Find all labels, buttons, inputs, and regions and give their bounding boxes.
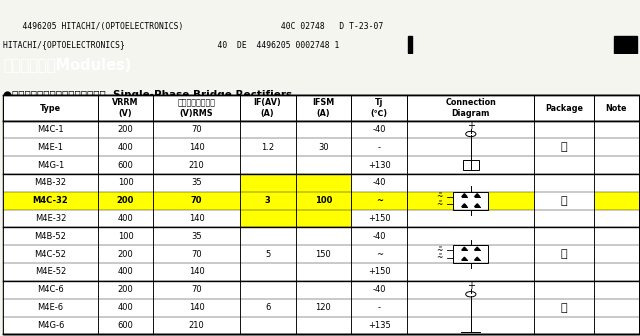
Text: M4C-1: M4C-1 (37, 125, 64, 134)
Text: +150: +150 (368, 267, 390, 277)
Text: Connection
Diagram: Connection Diagram (445, 98, 496, 118)
Text: 100: 100 (118, 178, 133, 187)
Text: 140: 140 (189, 303, 204, 312)
Text: 6: 6 (265, 303, 270, 312)
Bar (614, 36, 637, 53)
Text: 140: 140 (189, 143, 204, 152)
Text: -40: -40 (372, 125, 386, 134)
Text: 400: 400 (118, 267, 133, 277)
Text: 200: 200 (118, 285, 133, 294)
Text: 100: 100 (118, 232, 133, 241)
Text: 600: 600 (118, 321, 134, 330)
Text: Package: Package (545, 103, 583, 113)
Text: M4E-52: M4E-52 (35, 267, 66, 277)
Text: 210: 210 (189, 321, 204, 330)
Text: 210: 210 (189, 161, 204, 170)
Text: +150: +150 (368, 214, 390, 223)
Text: IF(AV)
(A): IF(AV) (A) (253, 98, 282, 118)
Text: 30: 30 (318, 143, 329, 152)
Text: 140: 140 (189, 214, 204, 223)
Text: ~: ~ (376, 196, 383, 205)
Text: Type: Type (40, 103, 61, 113)
Text: +: + (467, 121, 475, 131)
Text: Tj
(℃): Tj (℃) (371, 98, 388, 118)
Text: 推奨交流入力電圧
(V)RMS: 推奨交流入力電圧 (V)RMS (177, 98, 216, 118)
Text: M4C-52: M4C-52 (35, 250, 67, 259)
Text: 600: 600 (118, 161, 134, 170)
Text: モジュール（Modules): モジュール（Modules) (3, 57, 132, 72)
Text: 70: 70 (191, 285, 202, 294)
Text: +: + (467, 281, 475, 291)
Text: VRRM
(V): VRRM (V) (112, 98, 139, 118)
Text: -40: -40 (372, 178, 386, 187)
Text: ㊻: ㊻ (561, 142, 567, 152)
Text: -: - (378, 303, 381, 312)
Text: M4C-32: M4C-32 (33, 196, 68, 205)
Text: ~̃: ~̃ (436, 246, 442, 255)
Text: 400: 400 (118, 214, 133, 223)
Bar (408, 36, 412, 53)
Text: ~̃: ~̃ (436, 200, 442, 209)
Text: -40: -40 (372, 232, 386, 241)
Text: 35: 35 (191, 178, 202, 187)
Text: 4496205 HITACHI/(OPTOELECTRONICS)                    40C 02748   D T-23-07: 4496205 HITACHI/(OPTOELECTRONICS) 40C 02… (3, 22, 383, 31)
Text: -40: -40 (372, 285, 386, 294)
Text: Note: Note (605, 103, 627, 113)
Text: ㊽: ㊽ (561, 249, 567, 259)
Text: M4B-52: M4B-52 (35, 232, 67, 241)
Text: 140: 140 (189, 267, 204, 277)
Text: +135: +135 (368, 321, 390, 330)
Text: 200: 200 (118, 125, 133, 134)
Text: ~: ~ (376, 250, 383, 259)
Text: 400: 400 (118, 303, 133, 312)
Text: ~̃: ~̃ (436, 192, 442, 201)
Text: M4E-1: M4E-1 (37, 143, 63, 152)
Text: 200: 200 (117, 196, 134, 205)
Text: 150: 150 (316, 250, 332, 259)
Text: +130: +130 (368, 161, 390, 170)
Text: M4C-6: M4C-6 (37, 285, 64, 294)
Text: 35: 35 (191, 232, 202, 241)
Text: IFSM
(A): IFSM (A) (312, 98, 335, 118)
Text: M4G-1: M4G-1 (36, 161, 64, 170)
Text: ㊾: ㊾ (561, 303, 567, 312)
Text: M4E-32: M4E-32 (35, 214, 66, 223)
Text: 70: 70 (191, 125, 202, 134)
Text: 100: 100 (315, 196, 332, 205)
Text: ㊼: ㊼ (561, 196, 567, 206)
Text: 400: 400 (118, 143, 133, 152)
Text: M4B-32: M4B-32 (35, 178, 67, 187)
Text: HITACHI/{OPTOELECTRONICS}                   40  DE  4496205 0002748 1: HITACHI/{OPTOELECTRONICS} 40 DE 4496205 … (3, 40, 340, 49)
Text: 3: 3 (265, 196, 271, 205)
Text: 1.2: 1.2 (261, 143, 274, 152)
Text: M4G-6: M4G-6 (36, 321, 64, 330)
Text: 5: 5 (265, 250, 270, 259)
Text: M4E-6: M4E-6 (37, 303, 63, 312)
Text: 70: 70 (191, 196, 202, 205)
Text: ●単相全波整流ダイオードブリッジ  Single-Phase Bridge Rectifiers: ●単相全波整流ダイオードブリッジ Single-Phase Bridge Rec… (3, 90, 292, 99)
Text: -: - (378, 143, 381, 152)
Text: 120: 120 (316, 303, 332, 312)
Text: ~̃: ~̃ (436, 253, 442, 262)
Text: 200: 200 (118, 250, 133, 259)
Text: 70: 70 (191, 250, 202, 259)
